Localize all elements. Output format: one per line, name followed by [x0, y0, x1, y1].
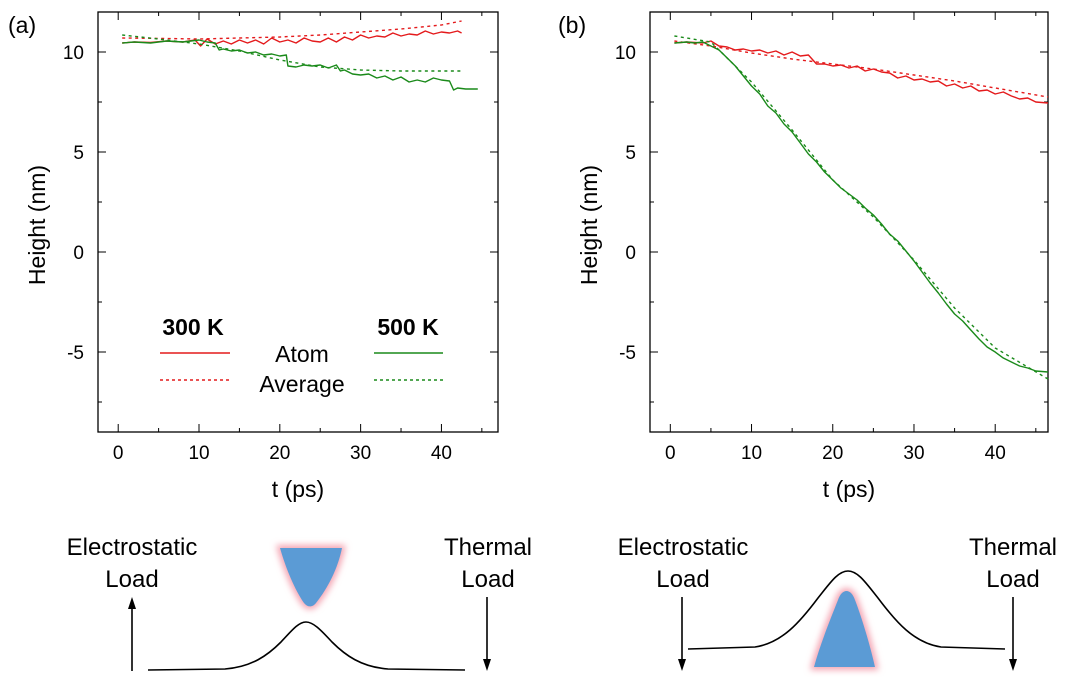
diagram-left-thermal-line2: Load	[461, 566, 514, 593]
x-tick-label: 10	[188, 443, 209, 464]
y-tick-label: 0	[625, 243, 636, 264]
y-tick-label: 0	[73, 243, 84, 264]
plot-frame	[97, 11, 499, 433]
surface-curve	[147, 621, 466, 671]
panel-b-y-axis-label: Height (nm)	[576, 165, 602, 285]
y-tick-label: 10	[615, 43, 636, 64]
series-line-500k-atom	[122, 39, 478, 91]
diagram-left-electrostatic-line1: Electrostatic	[67, 534, 198, 561]
series-line-300k-atom	[674, 40, 1049, 104]
x-tick-label: 30	[903, 443, 924, 464]
series-line-300k-average	[122, 20, 462, 40]
x-tick-label: 0	[113, 443, 124, 464]
panel-a: (a) 0 10 20 30 40 -5 0 5 10 t (ps) Height (nm) 3…	[8, 11, 499, 502]
panel-b-x-axis-label: t (ps)	[823, 476, 875, 502]
diagram-right: Electrostatic Load Thermal Load	[618, 534, 1057, 671]
panel-b-series	[674, 35, 1049, 380]
series-line-300k-atom	[122, 30, 462, 47]
legend-atom-label: Atom	[275, 341, 329, 367]
panel-a-label: (a)	[8, 12, 36, 38]
x-tick-label: 20	[269, 443, 290, 464]
plot-frame	[649, 11, 1049, 433]
legend-average-label: Average	[259, 371, 344, 397]
panel-a-x-axis-label: t (ps)	[272, 476, 324, 502]
series-line-500k-average	[122, 34, 462, 72]
surface-curve-right	[687, 570, 1006, 650]
electrostatic-arrow-down	[678, 597, 686, 671]
diagram-right-thermal-line1: Thermal	[969, 534, 1057, 561]
thermal-arrow-down	[483, 597, 491, 671]
diagram-left: Electrostatic Load Thermal Load	[67, 534, 532, 671]
panel-a-series	[122, 20, 478, 91]
thermal-arrow-down-right	[1009, 597, 1017, 671]
panel-b: (b) 0 10 20 30 40 -5 0 5 10 t (ps) Height (nm)	[558, 11, 1049, 502]
panel-a-axes: 0 10 20 30 40 -5 0 5 10	[63, 11, 499, 464]
x-tick-label: 10	[741, 443, 762, 464]
y-tick-label: -5	[619, 343, 636, 364]
x-tick-label: 40	[985, 443, 1006, 464]
diagram-right-electrostatic-line2: Load	[656, 566, 709, 593]
y-tick-label: -5	[67, 343, 84, 364]
x-tick-label: 40	[431, 443, 452, 464]
diagram-left-electrostatic-line2: Load	[105, 566, 158, 593]
series-line-500k-average	[674, 35, 1049, 380]
series-line-500k-atom	[674, 41, 1049, 373]
y-tick-label: 10	[63, 43, 84, 64]
x-tick-label: 0	[665, 443, 676, 464]
x-tick-label: 20	[822, 443, 843, 464]
tip-upright-icon	[810, 588, 879, 670]
electrostatic-arrow-up	[128, 597, 136, 671]
panel-b-axes: 0 10 20 30 40 -5 0 5 10	[615, 11, 1049, 464]
panel-b-label: (b)	[558, 12, 586, 38]
y-tick-label: 5	[73, 143, 84, 164]
y-tick-label: 5	[625, 143, 636, 164]
x-tick-label: 30	[350, 443, 371, 464]
legend-temp-500: 500 K	[377, 314, 439, 340]
legend-temp-300: 300 K	[162, 314, 224, 340]
panel-a-y-axis-label: Height (nm)	[24, 165, 50, 285]
diagram-left-thermal-line1: Thermal	[444, 534, 532, 561]
diagram-right-thermal-line2: Load	[986, 566, 1039, 593]
tip-inverted-icon	[276, 545, 346, 610]
legend: 300 K 500 K Atom Average	[160, 314, 443, 397]
diagram-right-electrostatic-line1: Electrostatic	[618, 534, 749, 561]
